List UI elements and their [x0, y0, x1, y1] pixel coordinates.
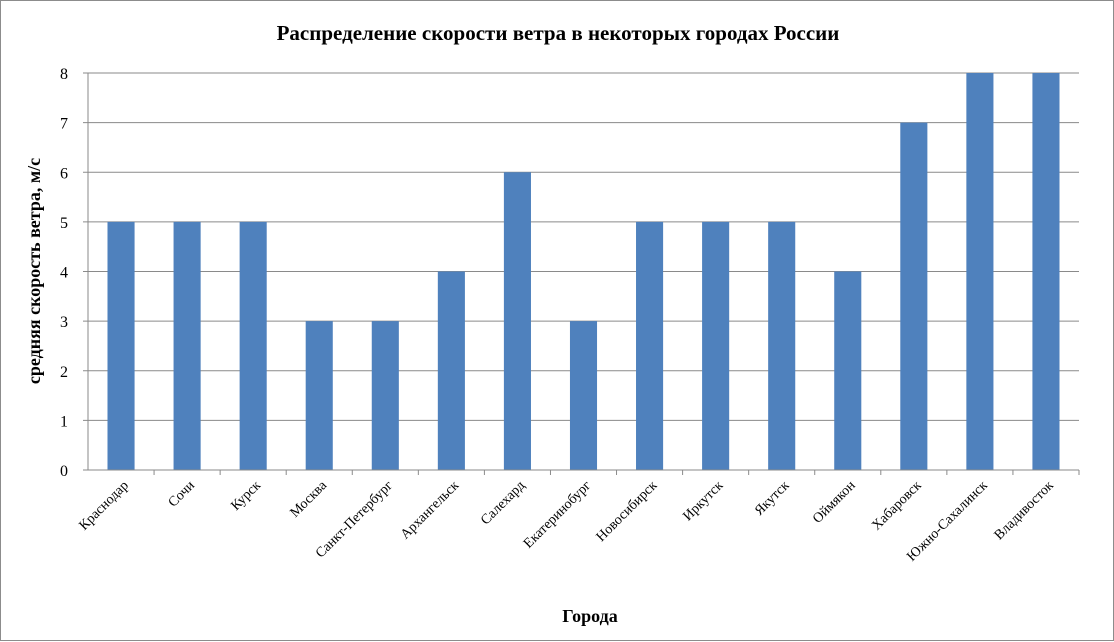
- y-tick-label: 2: [60, 364, 68, 381]
- bar: [1032, 73, 1060, 470]
- y-tick-label: 7: [60, 116, 68, 133]
- bar: [239, 221, 267, 470]
- y-axis-title: средняя скорость ветра, м/с: [24, 158, 44, 384]
- y-tick-label: 6: [60, 165, 68, 182]
- bar: [569, 321, 598, 470]
- x-tick-label: Архангельск: [398, 478, 462, 542]
- bar: [966, 73, 994, 470]
- y-tick-labels: 0 1 2 3 4 5 6 7 8: [60, 66, 68, 480]
- x-axis-title: Города: [562, 606, 617, 626]
- x-tick-label: Хабаровск: [869, 478, 924, 533]
- x-tick-label: Екатеринобург: [521, 478, 594, 551]
- bar: [636, 221, 664, 470]
- bar: [437, 271, 465, 470]
- x-tick-label: Салехард: [478, 478, 528, 528]
- x-tick-label: Оймякон: [810, 478, 859, 527]
- bar: [305, 321, 333, 470]
- y-tick-label: 4: [60, 265, 68, 282]
- bar: [107, 221, 135, 470]
- bar: [834, 271, 862, 470]
- x-tick-label: Владивосток: [992, 478, 1057, 543]
- x-tick-label: Курск: [228, 478, 264, 514]
- x-tick-label: Якутск: [752, 478, 793, 519]
- bar: [768, 221, 796, 470]
- x-tick-label: Иркутск: [680, 478, 726, 524]
- y-tick-label: 5: [60, 215, 68, 232]
- x-tick-label: Москва: [288, 478, 331, 521]
- chart-title: Распределение скорости ветра в некоторых…: [277, 21, 840, 45]
- y-tick-label: 0: [60, 463, 68, 480]
- bar: [702, 221, 730, 470]
- bar: [503, 172, 531, 470]
- x-tick-label: Новосибирск: [594, 478, 661, 545]
- y-tick-label: 1: [60, 413, 68, 430]
- bar: [900, 122, 928, 470]
- bar-series: [107, 73, 1060, 470]
- bar: [371, 321, 399, 470]
- y-tick-label: 8: [60, 66, 68, 83]
- x-tick-label: Краснодар: [77, 478, 132, 533]
- bar: [173, 221, 201, 470]
- y-tick-label: 3: [60, 314, 68, 331]
- axes: [83, 72, 1080, 475]
- x-tick-label: Сочи: [166, 478, 199, 511]
